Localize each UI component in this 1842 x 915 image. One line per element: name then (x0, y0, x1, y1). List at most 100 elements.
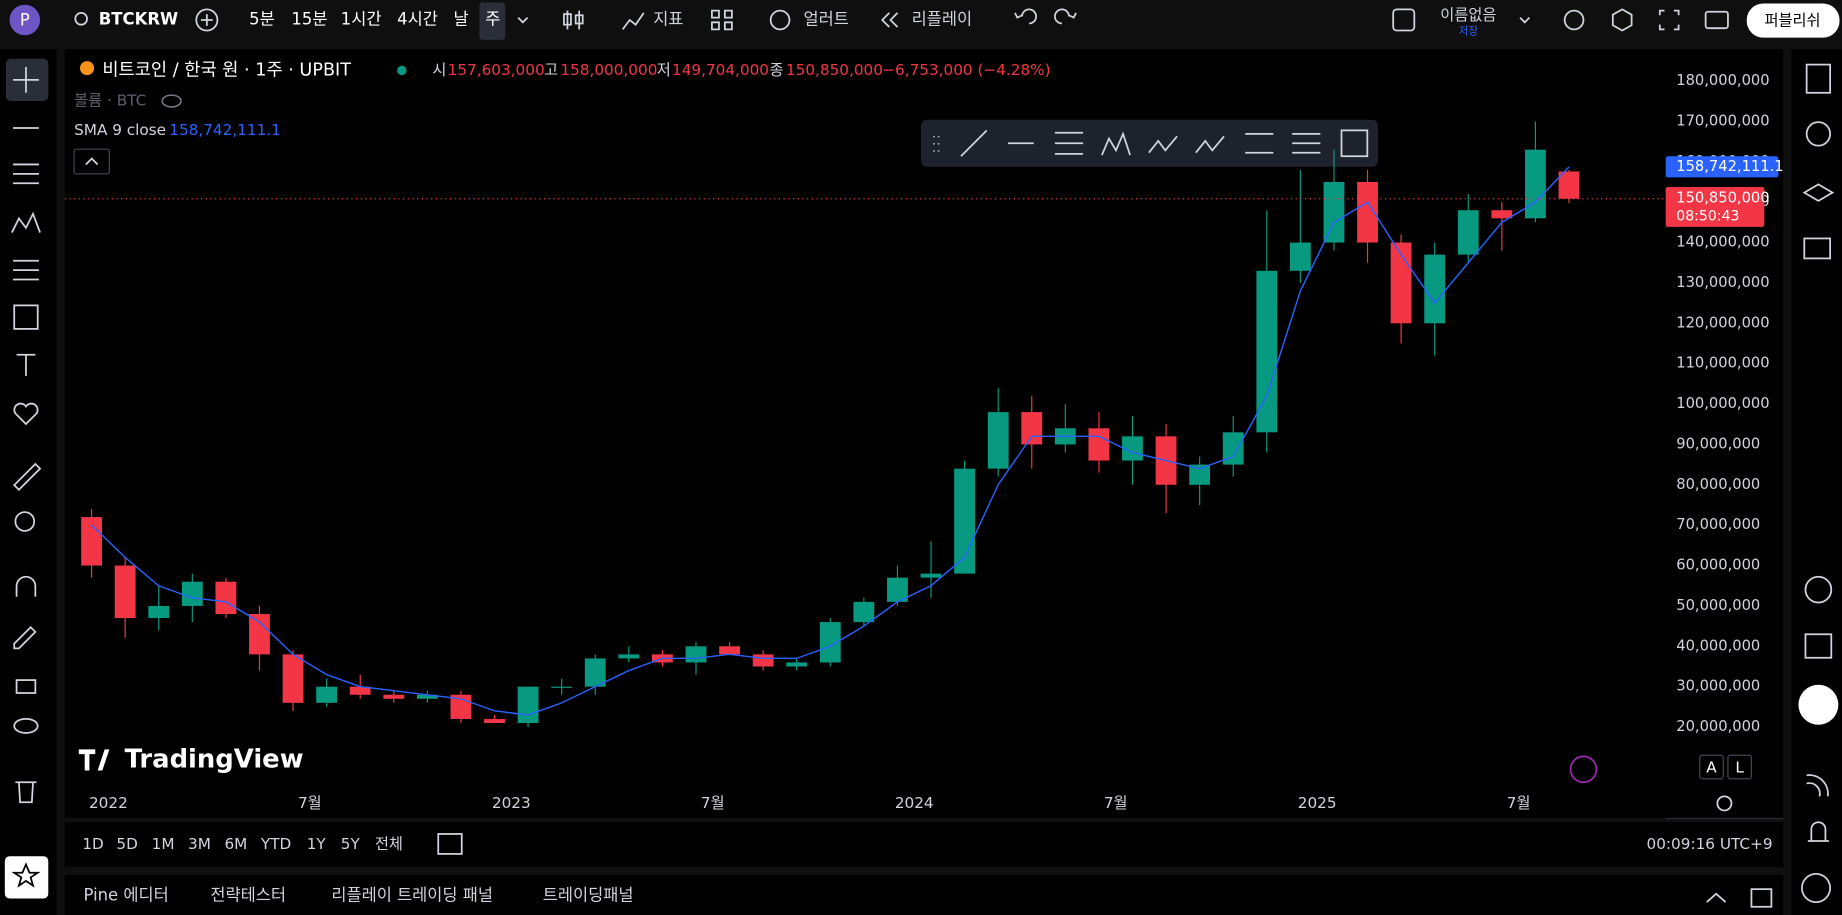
interval[interactable]: 주 (485, 9, 500, 28)
hide-tool[interactable] (13, 717, 39, 734)
pattern-tool[interactable] (11, 211, 41, 233)
interval[interactable]: 날 (454, 9, 469, 28)
volume-label: 볼륨 · BTC (74, 92, 146, 110)
favorites-bg[interactable] (4, 856, 49, 899)
watchlist[interactable] (1805, 63, 1832, 94)
range-button[interactable]: 1D (82, 835, 103, 853)
candle-body (853, 601, 875, 623)
draw-range[interactable] (1245, 133, 1274, 154)
candle-body (215, 581, 237, 614)
notifications[interactable] (1807, 821, 1829, 842)
candle-body (316, 686, 338, 703)
draw-elliott[interactable] (1148, 135, 1178, 154)
range-button[interactable]: 3M (188, 835, 211, 853)
axis-settings[interactable] (1716, 795, 1733, 812)
delete-tool[interactable] (15, 781, 37, 804)
candle-body (819, 622, 841, 663)
panel-tab[interactable]: Pine 에디터 (84, 886, 169, 905)
quick-search[interactable] (1563, 9, 1585, 31)
candle-body (1256, 270, 1278, 433)
range-button[interactable]: 6M (224, 835, 247, 853)
replay-icon[interactable] (880, 12, 899, 28)
range-button[interactable]: 1Y (307, 835, 327, 853)
draw-rect[interactable] (1340, 129, 1369, 158)
alerts[interactable]: 얼러트 (804, 9, 849, 28)
draw-fib[interactable] (1054, 131, 1084, 155)
range-button[interactable]: 전체 (375, 835, 403, 853)
layouts-icon[interactable] (711, 9, 733, 31)
goto-date[interactable] (437, 833, 463, 855)
symbol-logo (79, 61, 95, 76)
draw-abc[interactable] (1195, 135, 1225, 154)
range-button[interactable]: YTD (260, 835, 291, 853)
symbol[interactable]: BTCKRW (99, 9, 178, 28)
draw-trend[interactable] (960, 129, 988, 157)
help[interactable] (1801, 873, 1832, 903)
calendar[interactable] (1804, 633, 1833, 659)
add-symbol[interactable] (195, 8, 219, 32)
snapshot-icon[interactable] (1704, 10, 1729, 30)
interval[interactable]: 4시간 (397, 9, 438, 28)
redo[interactable] (1054, 8, 1077, 25)
draw-mode[interactable] (13, 625, 37, 650)
data-window[interactable] (1802, 183, 1835, 202)
settings-icon[interactable] (1611, 8, 1633, 32)
panel-collapse[interactable] (1706, 892, 1727, 903)
panel-tab[interactable]: 리플레이 트레이딩 패널 (331, 886, 493, 905)
chart-type-icon[interactable] (563, 10, 584, 30)
symbol-title: 비트코인 / 한국 원 · 1주 · UPBIT (102, 60, 351, 80)
avatar[interactable] (9, 4, 41, 36)
ruler-tool[interactable] (12, 462, 42, 492)
range-button[interactable]: 5D (116, 835, 137, 853)
undo[interactable] (1014, 8, 1037, 25)
search-icon[interactable] (74, 12, 88, 26)
cursor-tool[interactable] (13, 66, 39, 93)
forecast-tool[interactable] (13, 259, 39, 281)
fib-tool[interactable] (13, 163, 39, 185)
watermark-logo (78, 749, 110, 771)
layout-menu[interactable] (1519, 16, 1531, 24)
legend-collapse[interactable] (73, 148, 110, 175)
interval[interactable]: 1시간 (341, 9, 382, 28)
drag-handle[interactable] (933, 136, 940, 152)
range-button[interactable]: 5Y (341, 835, 361, 853)
watermark: TradingView (125, 744, 304, 774)
draw-forecast[interactable] (1292, 133, 1321, 154)
replay[interactable]: 리플레이 (912, 9, 973, 28)
draw-pattern[interactable] (1101, 131, 1131, 156)
publish-button[interactable] (1746, 3, 1840, 38)
products[interactable] (1798, 684, 1839, 725)
candle-body (1357, 181, 1378, 243)
y-tick-label: 120,000,000 (1676, 314, 1769, 331)
alerts-panel[interactable] (1805, 121, 1832, 147)
indicators-icon[interactable] (621, 12, 645, 30)
scale-button[interactable] (1727, 754, 1753, 780)
interval[interactable]: 5분 (249, 9, 275, 28)
shape-tool[interactable] (13, 304, 39, 330)
interval[interactable]: 15분 (291, 9, 327, 28)
fullscreen-icon[interactable] (1658, 9, 1680, 31)
lock-tool[interactable] (15, 679, 37, 694)
scale-button[interactable] (1699, 754, 1724, 780)
panel-tab[interactable]: 전략테스터 (210, 886, 286, 905)
clock[interactable]: 00:09:16 UTC+9 (1647, 835, 1773, 853)
panel-tab[interactable]: 트레이딩패널 (543, 886, 634, 905)
indicators[interactable]: 지표 (653, 9, 683, 28)
range-button[interactable]: 1M (152, 835, 175, 853)
alert-icon[interactable] (769, 9, 791, 31)
panel-maximize[interactable] (1750, 888, 1773, 908)
candle-body (1289, 242, 1311, 271)
volume-hidden-icon[interactable] (161, 94, 182, 108)
ideas[interactable] (1804, 575, 1833, 604)
interval-menu[interactable] (517, 16, 529, 24)
icon-tool[interactable] (13, 402, 39, 426)
layout-checkbox[interactable] (1392, 8, 1416, 32)
text-tool[interactable] (16, 353, 36, 376)
flash-icon[interactable] (1569, 755, 1598, 784)
magnet-tool[interactable] (15, 575, 37, 597)
candle-body (383, 694, 405, 699)
streams[interactable] (1806, 774, 1829, 797)
chats[interactable] (1803, 237, 1832, 260)
layout-name[interactable]: 이름없음 (1440, 6, 1496, 24)
zoom-tool[interactable] (14, 511, 36, 532)
